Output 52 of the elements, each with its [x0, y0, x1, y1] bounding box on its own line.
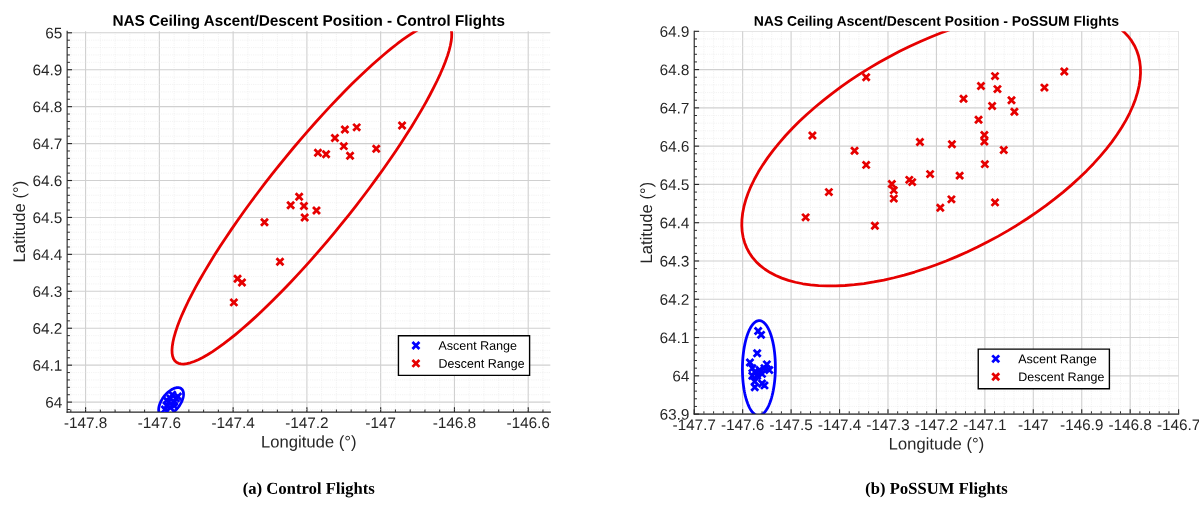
- y-tick-label: 63.9: [660, 408, 689, 420]
- x-tick-label: -146.9: [1060, 419, 1103, 431]
- y-axis-title: Latitude (°): [639, 182, 656, 263]
- x-tick-label: -147.4: [212, 417, 255, 429]
- y-tick-label: 64.3: [660, 255, 689, 267]
- x-tick-label: -147.1: [963, 419, 1006, 431]
- y-tick-label: 64.9: [33, 64, 62, 76]
- y-tick-label: 64.6: [660, 141, 689, 152]
- x-tick-label: -146.6: [507, 417, 550, 429]
- x-tick-label: -147.6: [138, 417, 181, 429]
- y-tick-label: 64.3: [33, 286, 62, 297]
- x-tick-label: -146.8: [433, 417, 476, 429]
- x-tick-label: -147.7: [673, 419, 716, 431]
- x-tick-label: -147.6: [721, 419, 764, 431]
- y-tick-label: 64.5: [660, 179, 689, 191]
- x-axis-title: Longitude (°): [262, 435, 356, 451]
- y-tick-label: 64.8: [33, 101, 62, 113]
- x-tick-label: -147: [366, 417, 396, 429]
- y-tick-label: 64.2: [33, 323, 62, 334]
- x-tick-label: -147.4: [818, 419, 861, 431]
- y-tick-label: 64.2: [660, 294, 689, 305]
- x-axis-title: Longitude (°): [889, 437, 984, 453]
- y-tick-label: 64.9: [660, 26, 689, 37]
- legend-label: Descent Range: [1019, 372, 1104, 384]
- y-tick-label: 64.7: [660, 102, 689, 114]
- y-tick-label: 64.1: [33, 360, 62, 371]
- chart-title: NAS Ceiling Ascent/Descent Position - PoSSUM Flights: [754, 15, 1119, 29]
- legend-label: Descent Range: [439, 359, 525, 371]
- x-tick-label: -147.2: [285, 417, 328, 429]
- y-axis-title: Latitude (°): [12, 181, 29, 262]
- x-tick-label: -147.3: [867, 419, 909, 431]
- y-tick-label: 64.6: [33, 175, 62, 187]
- y-tick-label: 64: [673, 370, 689, 382]
- y-tick-label: 64.4: [33, 249, 62, 261]
- x-tick-label: -146.8: [1109, 419, 1152, 431]
- x-tick-label: -147.8: [64, 417, 107, 429]
- y-tick-label: 64.4: [660, 217, 689, 229]
- legend-label: Ascent Range: [1018, 354, 1097, 366]
- y-tick-label: 64.1: [660, 332, 689, 344]
- y-tick-label: 65: [46, 27, 62, 39]
- y-tick-label: 64.5: [33, 212, 62, 224]
- y-tick-label: 64.8: [660, 64, 689, 76]
- x-tick-label: -147.2: [915, 419, 958, 431]
- y-tick-label: 64: [46, 396, 62, 408]
- x-tick-label: -147.5: [770, 419, 813, 431]
- x-tick-label: -147: [1018, 419, 1048, 431]
- x-tick-label: -146.7: [1157, 419, 1199, 431]
- legend-label: Ascent Range: [438, 341, 517, 353]
- y-tick-label: 64.7: [33, 138, 62, 150]
- chart-title: NAS Ceiling Ascent/Descent Position - Control Flights: [113, 14, 505, 29]
- text: (a) Control Flights: [243, 482, 375, 498]
- text: (b) PoSSUM Flights: [865, 482, 1008, 498]
